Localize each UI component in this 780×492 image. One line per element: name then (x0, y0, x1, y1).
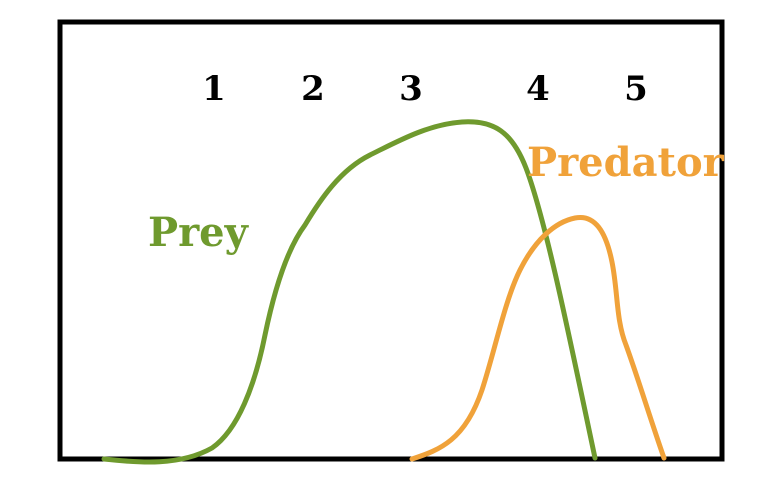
predator-curve (409, 214, 667, 462)
diagram-frame (57, 19, 725, 462)
stage-label-1: 1 (202, 69, 226, 109)
stage-label-5: 5 (624, 69, 648, 109)
prey-label: Prey (148, 209, 250, 256)
stage-label-4: 4 (526, 69, 550, 109)
stage-label-2: 2 (301, 69, 325, 109)
stage-label-3: 3 (399, 69, 423, 109)
predator-label: Predator (527, 139, 725, 186)
prey-curve (101, 119, 598, 465)
